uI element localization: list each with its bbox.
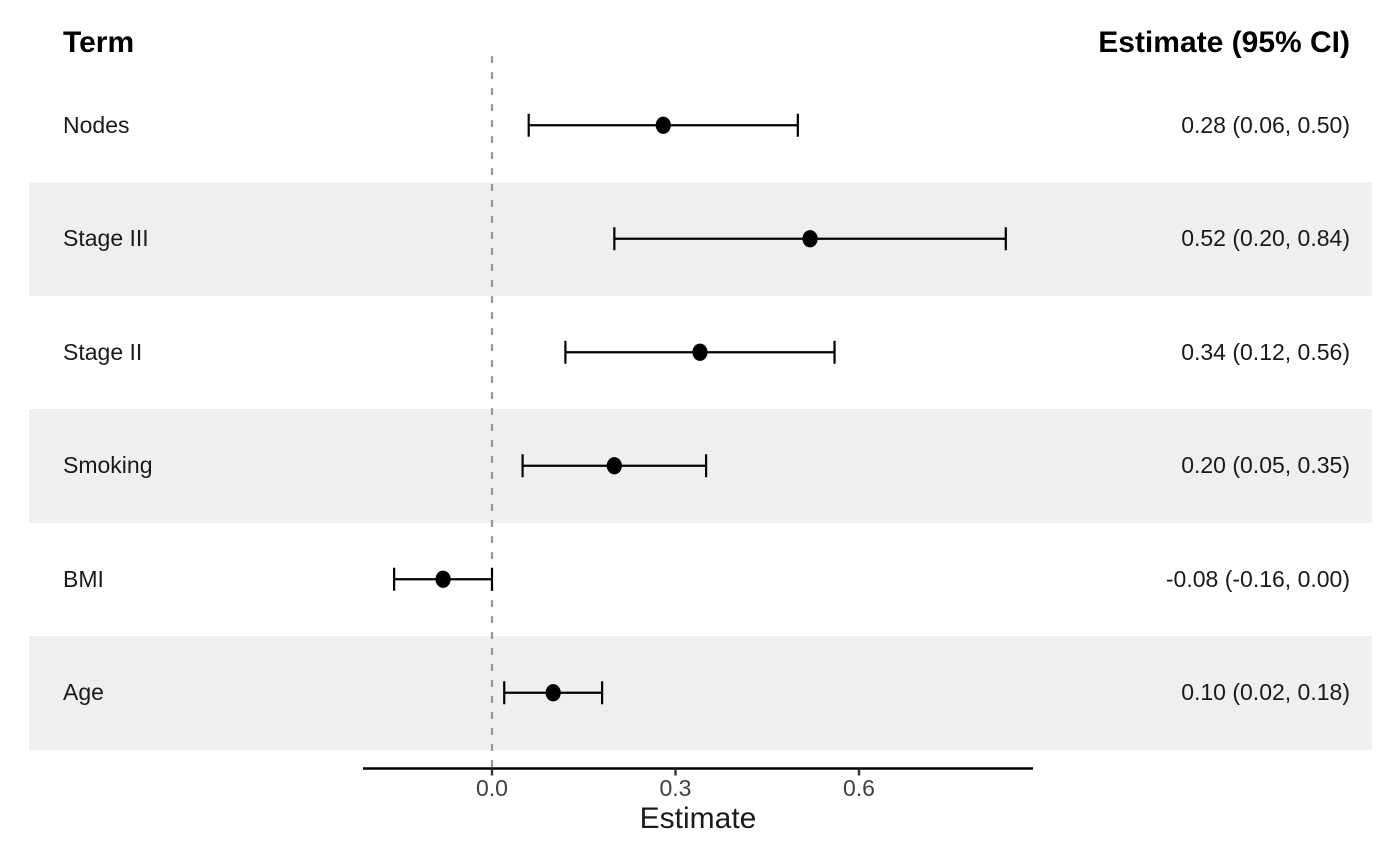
table-row: Stage III 0.52 (0.20, 0.84) <box>29 182 1372 296</box>
x-tick-label: 0.3 <box>659 775 692 801</box>
x-axis-title: Estimate <box>639 802 757 835</box>
term-column-header: Term <box>63 26 135 59</box>
x-tick-label: 0.0 <box>476 775 508 801</box>
estimate-column-header: Estimate (95% CI) <box>1098 26 1350 59</box>
table-row: BMI -0.08 (-0.16, 0.00) <box>29 523 1372 637</box>
term-label: Stage II <box>63 338 143 365</box>
estimate-ci-value: 0.52 (0.20, 0.84) <box>1181 225 1350 252</box>
term-label: Age <box>63 679 104 706</box>
estimate-ci-value: 0.10 (0.02, 0.18) <box>1181 679 1350 706</box>
term-label: Stage III <box>63 225 149 252</box>
x-tick-label: 0.6 <box>843 775 875 801</box>
term-label: BMI <box>63 565 104 592</box>
table-row: Stage II 0.34 (0.12, 0.56) <box>29 296 1372 410</box>
column-headers: Term Estimate (95% CI) <box>63 28 1350 58</box>
estimate-ci-value: -0.08 (-0.16, 0.00) <box>1165 565 1350 592</box>
estimate-ci-value: 0.34 (0.12, 0.56) <box>1181 338 1350 365</box>
term-label: Nodes <box>63 111 130 138</box>
estimate-ci-value: 0.20 (0.05, 0.35) <box>1181 452 1350 479</box>
table-row: Nodes 0.28 (0.06, 0.50) <box>29 69 1372 183</box>
table-row: Smoking 0.20 (0.05, 0.35) <box>29 409 1372 523</box>
term-label: Smoking <box>63 452 153 479</box>
estimate-ci-value: 0.28 (0.06, 0.50) <box>1181 111 1350 138</box>
table-row: Age 0.10 (0.02, 0.18) <box>29 636 1372 750</box>
